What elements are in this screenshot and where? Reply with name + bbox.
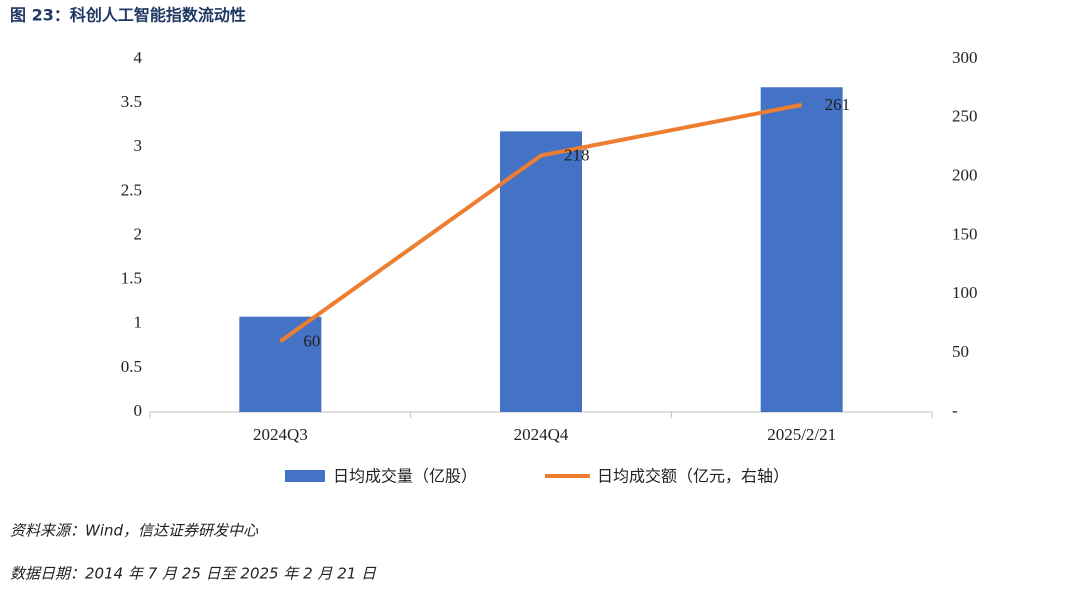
note: 数据日期：2014 年 7 月 25 日至 2025 年 2 月 21 日: [10, 565, 377, 583]
legend-swatch: [285, 470, 325, 482]
y2-tick-label: 50: [952, 342, 969, 361]
chart-title: 图 23：科创人工智能指数流动性: [10, 6, 246, 25]
data-label: 261: [825, 95, 851, 114]
y2-tick-label: -: [952, 401, 958, 420]
bar: [760, 87, 843, 413]
source: 资料来源：Wind，信达证券研发中心: [10, 522, 259, 540]
y-tick-label: 4: [134, 48, 143, 67]
y2-tick-label: 300: [952, 48, 978, 67]
x-tick-label: 2025/2/21: [767, 425, 836, 444]
x-tick-label: 2024Q4: [514, 425, 569, 444]
y-tick-label: 2.5: [121, 180, 142, 199]
y-tick-label: 1.5: [121, 269, 142, 288]
y2-tick-label: 150: [952, 224, 978, 243]
y-tick-label: 2: [134, 224, 143, 243]
data-label: 218: [564, 145, 590, 164]
legend-label: 日均成交额（亿元，右轴）: [597, 467, 789, 486]
y-tick-label: 0: [134, 401, 143, 420]
y-tick-label: 1: [134, 313, 143, 332]
bar: [500, 131, 582, 413]
y-tick-label: 3: [134, 136, 143, 155]
legend-label: 日均成交量（亿股）: [333, 467, 477, 486]
data-label: 60: [303, 331, 320, 350]
y-tick-label: 0.5: [121, 357, 142, 376]
y-tick-label: 3.5: [121, 92, 142, 111]
y2-tick-label: 250: [952, 107, 978, 126]
y2-tick-label: 200: [952, 166, 978, 185]
line: [279, 102, 803, 344]
x-tick-label: 2024Q3: [253, 425, 308, 444]
bar: [239, 316, 322, 412]
y2-tick-label: 100: [952, 283, 978, 302]
